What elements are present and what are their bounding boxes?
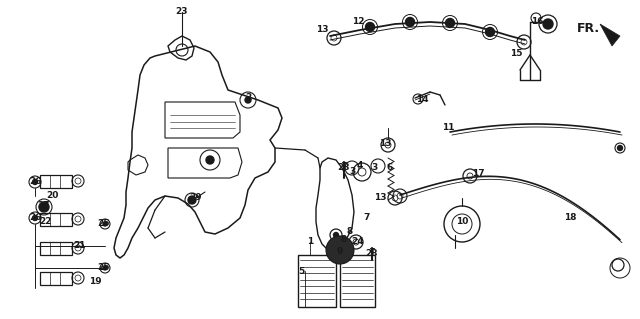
Circle shape [333, 233, 339, 238]
Text: 20: 20 [46, 191, 58, 201]
Circle shape [33, 180, 38, 184]
Circle shape [103, 222, 107, 226]
Circle shape [206, 156, 214, 164]
Circle shape [103, 266, 107, 270]
Circle shape [39, 202, 49, 212]
Text: 10: 10 [456, 218, 468, 226]
Text: 26: 26 [29, 213, 42, 222]
Text: 9: 9 [337, 248, 343, 256]
Text: 13: 13 [316, 26, 328, 34]
Circle shape [618, 145, 623, 151]
Text: 15: 15 [509, 49, 522, 58]
Text: 21: 21 [74, 241, 86, 250]
Text: 3: 3 [349, 167, 355, 176]
Circle shape [445, 19, 454, 27]
Text: 8: 8 [347, 227, 353, 236]
Text: 7: 7 [364, 213, 370, 222]
Text: 16: 16 [531, 18, 543, 26]
Text: 23: 23 [176, 8, 188, 17]
Text: 1: 1 [307, 238, 313, 247]
Text: 2: 2 [245, 93, 251, 102]
Text: 17: 17 [472, 169, 484, 179]
Circle shape [326, 236, 354, 264]
Text: 6: 6 [387, 164, 393, 173]
Text: 27: 27 [38, 202, 51, 211]
Text: 26: 26 [29, 177, 42, 187]
Text: 3: 3 [371, 164, 377, 173]
Text: 24: 24 [352, 238, 364, 247]
Polygon shape [600, 24, 620, 46]
Text: 25: 25 [98, 219, 110, 228]
Text: 13: 13 [379, 139, 391, 149]
Text: 4: 4 [357, 161, 363, 170]
Text: 28: 28 [338, 164, 350, 173]
Text: 22: 22 [40, 218, 52, 226]
Text: 25: 25 [98, 263, 110, 272]
Text: 14: 14 [416, 95, 428, 105]
Circle shape [33, 216, 38, 220]
Text: 19: 19 [89, 278, 101, 286]
Circle shape [365, 23, 374, 32]
Text: 13: 13 [374, 194, 387, 203]
Text: 12: 12 [352, 18, 364, 26]
Text: 11: 11 [442, 123, 454, 132]
Circle shape [543, 19, 553, 29]
Text: 29: 29 [189, 194, 202, 203]
Circle shape [188, 196, 196, 204]
Text: 18: 18 [564, 213, 576, 222]
Text: 5: 5 [298, 266, 304, 276]
Circle shape [486, 27, 495, 36]
Text: FR.: FR. [577, 21, 600, 34]
Text: 8: 8 [341, 235, 347, 244]
Circle shape [406, 18, 415, 26]
Circle shape [245, 97, 251, 103]
Text: 28: 28 [365, 249, 378, 257]
